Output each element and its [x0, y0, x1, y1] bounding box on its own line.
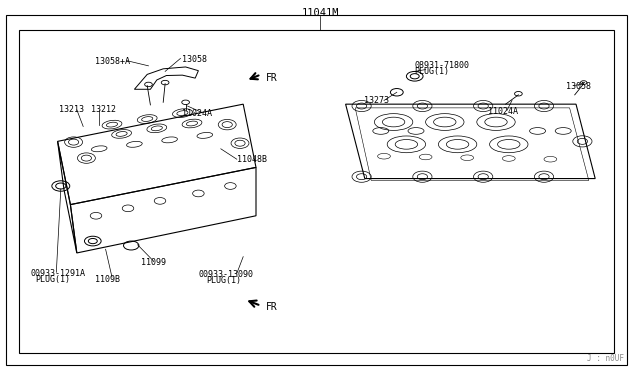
Text: 11048B: 11048B — [237, 155, 267, 164]
Text: FR: FR — [266, 73, 277, 83]
Bar — [19, 30, 614, 353]
Text: 11024A: 11024A — [182, 109, 212, 118]
Text: PLUG(1): PLUG(1) — [415, 67, 450, 76]
Text: PLUG(1): PLUG(1) — [207, 276, 242, 285]
Text: 11099: 11099 — [141, 258, 166, 267]
Text: J : n0UF: J : n0UF — [587, 354, 624, 363]
Text: FR: FR — [266, 302, 277, 312]
Text: 13058+A: 13058+A — [95, 57, 129, 66]
Text: 11041M: 11041M — [301, 8, 339, 18]
Text: 13212: 13212 — [91, 105, 116, 114]
Text: PLUG(1): PLUG(1) — [35, 275, 70, 284]
Text: 13273: 13273 — [364, 96, 388, 105]
Text: 1109B: 1109B — [95, 275, 120, 284]
Text: 08931-71800: 08931-71800 — [415, 61, 470, 70]
Text: 00933-1291A: 00933-1291A — [31, 269, 86, 278]
Text: 11024A: 11024A — [488, 107, 518, 116]
Text: 00933-13090: 00933-13090 — [198, 270, 253, 279]
Text: 13058: 13058 — [566, 82, 591, 91]
Text: 13213: 13213 — [59, 105, 84, 114]
Text: 13058: 13058 — [182, 55, 207, 64]
